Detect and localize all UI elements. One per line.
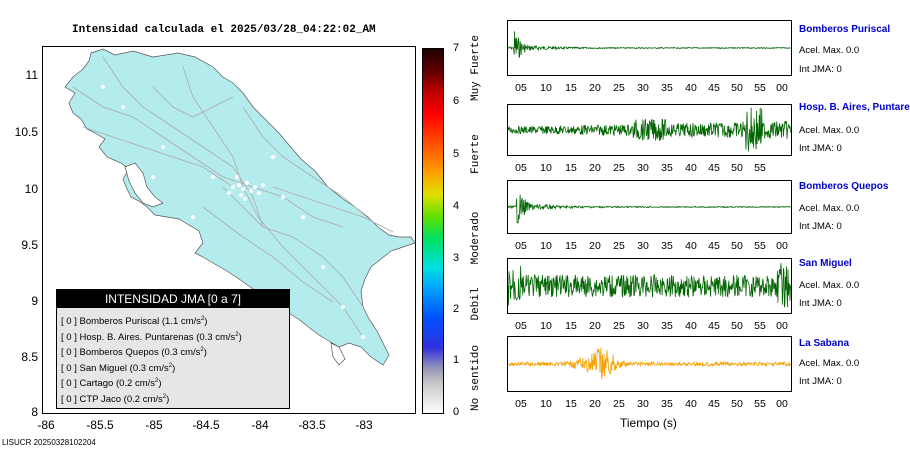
- colorbar-label-fuerte: Fuerte: [470, 134, 482, 174]
- intensity-colorbar: [422, 48, 444, 414]
- colorbar-number: 3: [453, 252, 460, 264]
- station-markers: [101, 85, 365, 339]
- waveform-line: [508, 31, 791, 58]
- waveform-panel-2: [507, 180, 792, 234]
- station-jma: Int JMA: 0: [799, 64, 842, 75]
- footer-id: LISUCR 20250328102204: [2, 438, 96, 447]
- time-axis-label: Tiempo (s): [620, 416, 677, 430]
- station-name: Hosp. B. Aires, Puntarenas: [799, 102, 910, 113]
- legend-row: [ 0 ] San Miguel (0.3 cm/s2): [61, 362, 176, 374]
- waveform-trace: [508, 107, 791, 152]
- colorbar-number: 1: [453, 354, 460, 366]
- costa-rica-map: [64, 48, 415, 366]
- map-y-tick: 8: [31, 405, 38, 419]
- waveform-trace: [508, 31, 791, 58]
- time-ticks: 05 10 15 20 25 30 35 40 45 50 55 00: [515, 240, 788, 252]
- colorbar-label-debil: Debil: [470, 287, 482, 321]
- map-y-tick: 8.5: [21, 350, 38, 364]
- map-y-tick: 9: [31, 294, 38, 308]
- colorbar-label-muy-fuerte: Muy Fuerte: [470, 35, 482, 102]
- station-accel: Acel. Max. 0.0: [799, 125, 860, 136]
- time-ticks: 05 10 15 20 25 30 35 40 45 50 55 00: [515, 82, 788, 94]
- gulf-of-nicoya: [124, 162, 164, 208]
- station-accel: Acel. Max. 0.0: [799, 280, 860, 291]
- waveform-line: [508, 194, 791, 224]
- time-ticks: 05 10 15 20 25 30 35 40 45 50 55: [515, 162, 766, 174]
- station-name: Bomberos Puriscal: [799, 24, 891, 35]
- colorbar-number: 6: [453, 95, 460, 107]
- colorbar-label-no-sentido: No sentido: [470, 345, 482, 412]
- colorbar-number: 5: [453, 148, 460, 160]
- station-jma: Int JMA: 0: [799, 298, 842, 309]
- map-x-tick: -84.5: [192, 418, 220, 432]
- colorbar-number: 2: [453, 303, 460, 315]
- station-name: La Sabana: [799, 338, 850, 349]
- map-y-tick: 10.5: [14, 125, 38, 139]
- waveform-panel-0: [507, 20, 792, 76]
- costa-rica-land: [64, 48, 415, 366]
- map-y-tick: 11: [25, 68, 38, 82]
- waveform-line: [508, 347, 791, 380]
- map-x-tick: -85: [145, 418, 163, 432]
- map-x-tick: -85.5: [86, 418, 114, 432]
- station-jma: Int JMA: 0: [799, 143, 842, 154]
- colorbar-number: 7: [453, 42, 460, 54]
- legend-row: [ 0 ] Cartago (0.2 cm/s2): [61, 378, 162, 390]
- map-x-tick: -83.5: [298, 418, 326, 432]
- legend-row: [ 0 ] Hosp. B. Aires. Puntarenas (0.3 cm…: [61, 331, 242, 343]
- legend-row: [ 0 ] CTP Jaco (0.2 cm/s2): [61, 393, 170, 406]
- map-x-tick: -83: [355, 418, 373, 432]
- map-y-tick: 10: [24, 182, 38, 196]
- waveform-panel-3: [507, 258, 792, 314]
- station-jma: Int JMA: 0: [799, 376, 842, 387]
- station-jma: Int JMA: 0: [799, 221, 842, 232]
- colorbar-label-moderado: Moderado: [470, 211, 482, 265]
- map-x-tick: -86: [37, 418, 55, 432]
- map-title: Intensidad calculada el 2025/03/28_04:22…: [72, 24, 376, 36]
- colorbar-number: 4: [453, 200, 460, 212]
- station-accel: Acel. Max. 0.0: [799, 203, 860, 214]
- legend-title: INTENSIDAD JMA [0 a 7]: [57, 290, 289, 308]
- map-y-tick: 9.5: [21, 238, 38, 252]
- roads: [72, 56, 394, 338]
- waveform-line: [508, 107, 791, 152]
- colorbar-number: 0: [453, 406, 460, 418]
- intensity-legend: INTENSIDAD JMA [0 a 7] [ 0 ] Bomberos Pu…: [56, 289, 290, 409]
- golfo-dulce: [330, 342, 346, 366]
- station-name: Bomberos Quepos: [799, 181, 889, 192]
- waveform-trace: [508, 263, 791, 308]
- legend-row: [ 0 ] Bomberos Quepos (0.3 cm/s2): [61, 347, 207, 359]
- waveform-trace: [508, 194, 791, 224]
- waveform-trace: [508, 347, 791, 380]
- legend-row: [ 0 ] Bomberos Puriscal (1.1 cm/s2): [61, 316, 208, 328]
- map-x-tick: -84: [251, 418, 269, 432]
- waveform-panel-4: [507, 336, 792, 392]
- station-name: San Miguel: [799, 258, 852, 269]
- time-ticks: 05 10 15 20 25 30 35 40 45 50 55 00: [515, 320, 788, 332]
- station-accel: Acel. Max. 0.0: [799, 45, 860, 56]
- waveform-panel-1: [507, 104, 792, 156]
- time-ticks: 05 10 15 20 25 30 35 40 45 50 55 00: [515, 398, 788, 410]
- waveform-line: [508, 263, 791, 308]
- station-accel: Acel. Max. 0.0: [799, 358, 860, 369]
